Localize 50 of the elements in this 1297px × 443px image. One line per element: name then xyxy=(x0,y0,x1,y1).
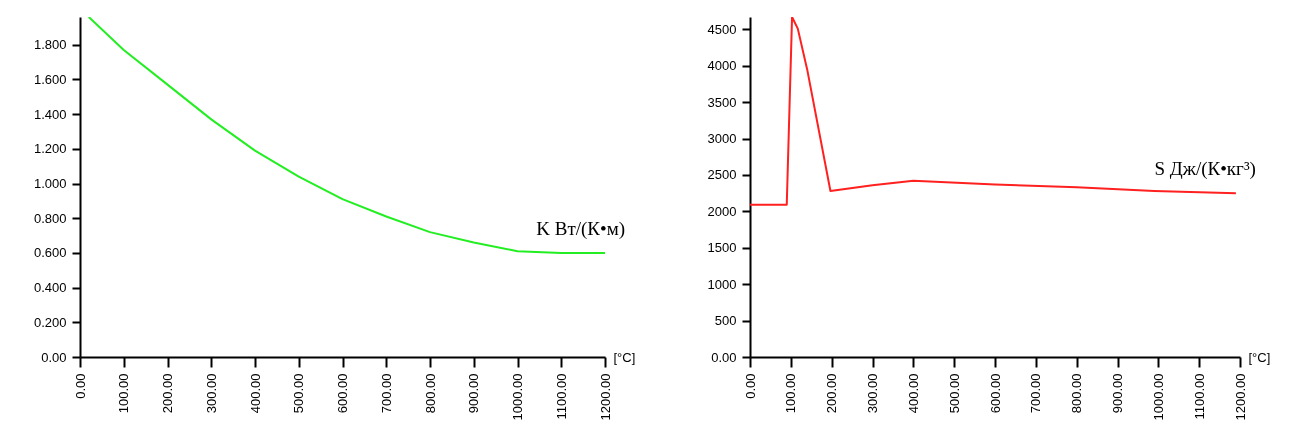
y-tick-label: 0.400 xyxy=(33,280,67,296)
y-tick-label: 1000 xyxy=(707,276,737,292)
series-label: K Вт/(К•м) xyxy=(536,217,625,240)
x-tick-label: 100.00 xyxy=(116,373,132,414)
x-tick-label: 0.00 xyxy=(742,373,758,399)
x-tick-label: 1100.00 xyxy=(553,373,569,420)
y-tick-label: 4500 xyxy=(707,21,737,37)
x-tick-label: 700.00 xyxy=(1028,373,1044,414)
x-tick-label: 800.00 xyxy=(422,373,438,414)
y-tick-label: 0.00 xyxy=(711,349,737,365)
x-tick-label: 200.00 xyxy=(824,373,840,414)
y-tick-label: 0.200 xyxy=(33,314,67,330)
y-tick-label: 0.800 xyxy=(33,210,67,226)
y-tick-label: 0.600 xyxy=(33,245,67,261)
y-tick-label: 0.00 xyxy=(41,349,67,365)
x-tick-label: 500.00 xyxy=(946,373,962,414)
y-tick-label: 1.800 xyxy=(33,37,67,53)
x-tick-label: 700.00 xyxy=(378,373,394,414)
x-tick-label: 900.00 xyxy=(466,373,482,414)
y-tick-label: 1.600 xyxy=(33,71,67,87)
y-tick-label: 3500 xyxy=(707,94,737,110)
x-tick-label: 0.00 xyxy=(72,373,88,399)
y-tick-label: 2500 xyxy=(707,167,737,183)
y-tick-label: 2000 xyxy=(707,203,737,219)
x-tick-label: 600.00 xyxy=(335,373,350,414)
x-tick-label: 400.00 xyxy=(905,373,921,414)
x-tick-label: 800.00 xyxy=(1069,373,1085,414)
y-tick-label: 1500 xyxy=(707,240,737,256)
series-label: S Дж/(К•кг³) xyxy=(1154,158,1256,181)
x-tick-label: 1200.00 xyxy=(597,373,613,421)
y-tick-label: 1.000 xyxy=(33,176,67,192)
x-tick-label: 1000.00 xyxy=(1150,373,1166,421)
y-tick-label: 500 xyxy=(714,313,737,329)
x-tick-label: 100.00 xyxy=(783,373,799,414)
x-tick-label: 200.00 xyxy=(160,373,175,414)
x-tick-label: 600.00 xyxy=(987,373,1003,414)
y-tick-label: 4000 xyxy=(707,58,737,74)
x-tick-label: 1100.00 xyxy=(1191,373,1207,420)
x-tick-label: 400.00 xyxy=(247,373,263,414)
x-tick-label: 500.00 xyxy=(291,373,307,414)
x-tick-label: 1200.00 xyxy=(1232,373,1248,421)
x-tick-label: 900.00 xyxy=(1110,373,1125,414)
x-axis-title: [°C] xyxy=(1248,349,1271,365)
x-axis-title: [°C] xyxy=(613,349,636,365)
y-tick-label: 1.400 xyxy=(33,106,67,122)
y-tick-label: 1.200 xyxy=(33,141,67,157)
y-tick-label: 3000 xyxy=(707,131,737,147)
x-tick-label: 300.00 xyxy=(865,373,880,414)
x-tick-label: 300.00 xyxy=(203,373,219,414)
x-tick-label: 1000.00 xyxy=(510,373,525,421)
